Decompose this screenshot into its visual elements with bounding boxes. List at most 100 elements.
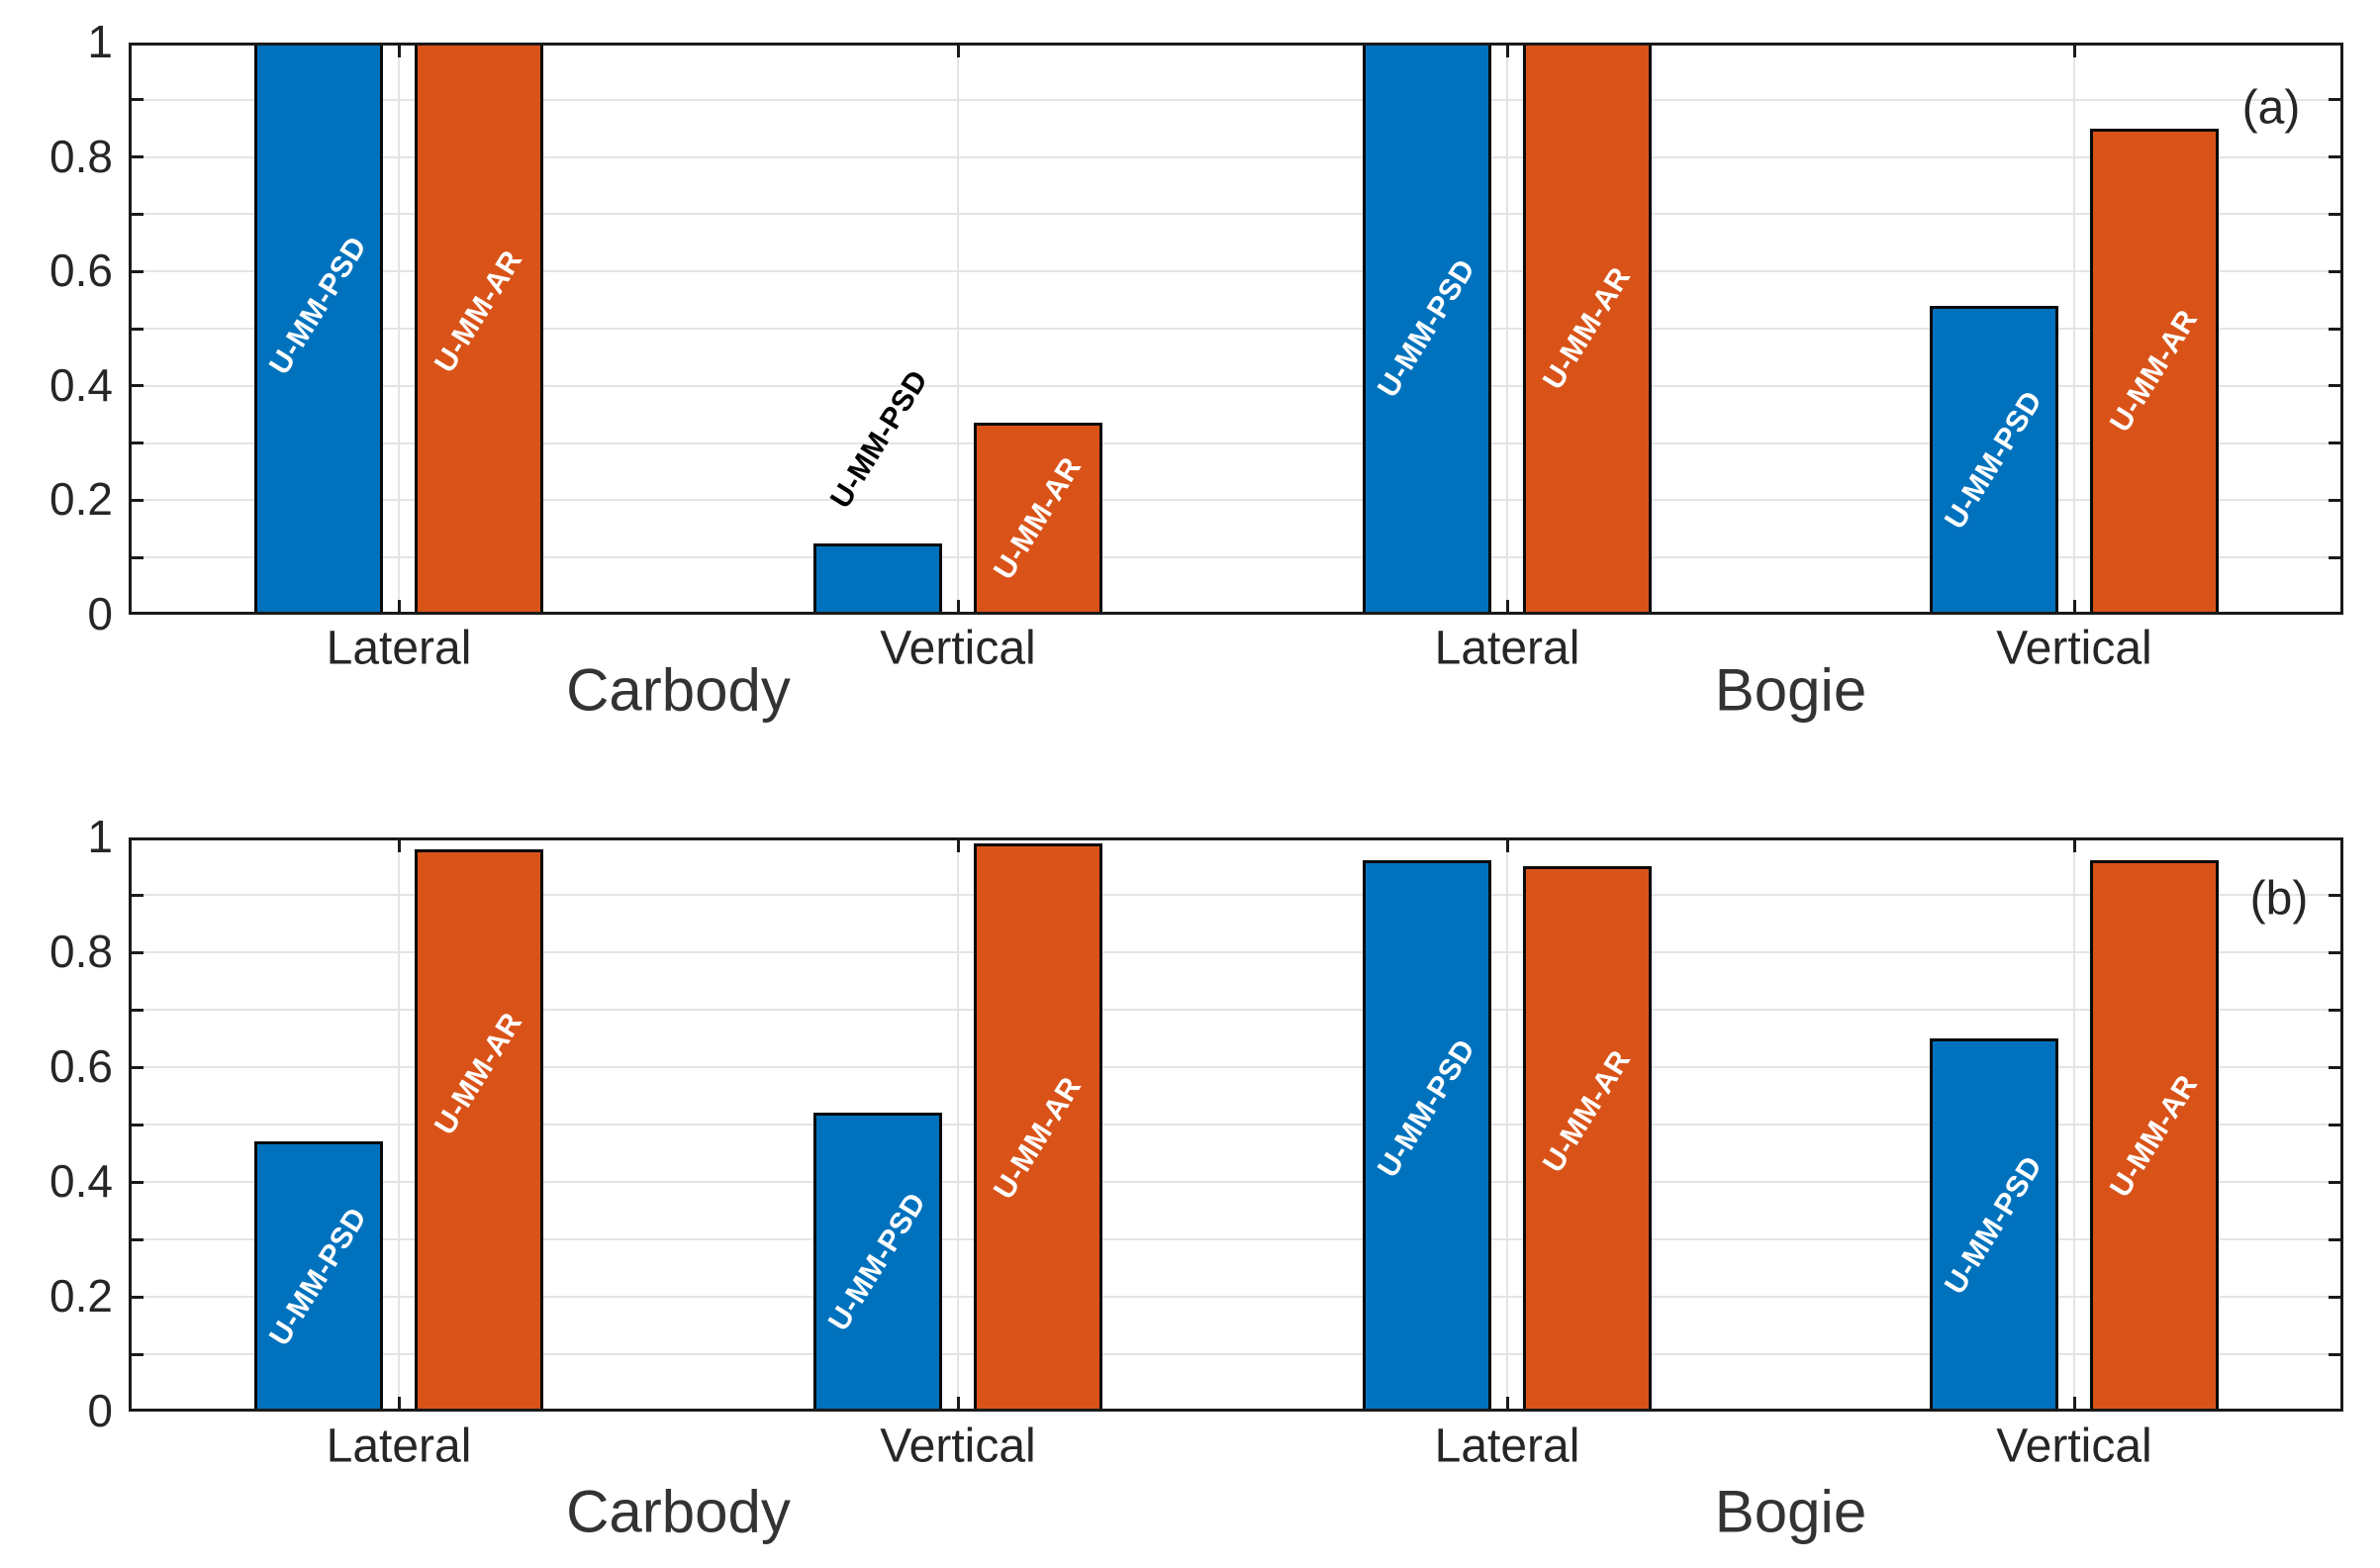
x-tick-bottom bbox=[2072, 600, 2076, 615]
bar-u-mm-ar bbox=[974, 842, 1102, 1412]
bar-u-mm-ar bbox=[1523, 43, 1652, 615]
section-label-bogie: Bogie bbox=[1714, 656, 1867, 724]
y-tick-left bbox=[129, 893, 143, 897]
y-tick-left bbox=[129, 950, 143, 954]
gridline-horizontal bbox=[129, 1181, 2343, 1183]
y-tick-right bbox=[2329, 555, 2343, 559]
category-label-vertical: Vertical bbox=[1996, 1420, 2152, 1473]
x-tick-top bbox=[1505, 43, 1509, 57]
x-tick-top bbox=[397, 43, 401, 57]
y-axis-tick-label: 0.2 bbox=[49, 1269, 113, 1322]
bar-u-mm-psd bbox=[1363, 860, 1491, 1412]
panel-tag-a: (a) bbox=[2241, 81, 2301, 135]
x-tick-top bbox=[397, 837, 401, 852]
y-axis-tick-label: 0.6 bbox=[49, 245, 113, 297]
gridline-horizontal bbox=[129, 1009, 2343, 1011]
gridline-vertical bbox=[1506, 837, 1508, 1412]
x-tick-bottom bbox=[1505, 1397, 1509, 1412]
gridline-horizontal bbox=[129, 894, 2343, 896]
y-axis-tick-label: 0 bbox=[87, 1384, 113, 1436]
panel-tag-b: (b) bbox=[2249, 872, 2309, 926]
gridline-horizontal bbox=[129, 441, 2343, 444]
gridline-vertical bbox=[957, 837, 959, 1412]
y-tick-left bbox=[129, 1123, 143, 1127]
y-tick-right bbox=[2329, 1123, 2343, 1127]
y-tick-right bbox=[2329, 1008, 2343, 1012]
category-label-vertical: Vertical bbox=[880, 1420, 1036, 1473]
gridline-vertical bbox=[1506, 43, 1508, 615]
y-tick-right bbox=[2329, 1237, 2343, 1241]
x-tick-bottom bbox=[397, 600, 401, 615]
category-label-lateral: Lateral bbox=[326, 622, 472, 675]
y-axis-tick-label: 0 bbox=[87, 587, 113, 639]
y-tick-right bbox=[2329, 1065, 2343, 1069]
gridline-horizontal bbox=[129, 1353, 2343, 1355]
y-axis-tick-label: 1 bbox=[87, 810, 113, 862]
y-axis-tick-label: 0.4 bbox=[49, 358, 113, 411]
y-tick-left bbox=[129, 327, 143, 331]
x-tick-bottom bbox=[2072, 1397, 2076, 1412]
y-tick-right bbox=[2329, 327, 2343, 331]
y-axis-tick-label: 0.6 bbox=[49, 1039, 113, 1092]
y-tick-left bbox=[129, 498, 143, 502]
x-tick-top bbox=[956, 837, 960, 852]
gridline-horizontal bbox=[129, 556, 2343, 559]
bar-u-mm-psd bbox=[813, 542, 942, 615]
category-label-lateral: Lateral bbox=[326, 1420, 472, 1473]
section-label-carbody: Carbody bbox=[566, 656, 791, 724]
y-tick-left bbox=[129, 1008, 143, 1012]
y-tick-right bbox=[2329, 212, 2343, 216]
y-tick-right bbox=[2329, 498, 2343, 502]
y-axis-tick-label: 1 bbox=[87, 15, 113, 67]
x-tick-top bbox=[2072, 43, 2076, 57]
gridline-horizontal bbox=[129, 1124, 2343, 1126]
y-tick-right bbox=[2329, 1180, 2343, 1184]
bar-u-mm-ar bbox=[1523, 866, 1652, 1412]
y-tick-right bbox=[2329, 1295, 2343, 1299]
bar-u-mm-ar bbox=[415, 848, 543, 1412]
section-label-carbody: Carbody bbox=[566, 1478, 791, 1545]
bar-u-mm-ar bbox=[974, 423, 1102, 615]
gridline-vertical bbox=[2073, 43, 2075, 615]
y-tick-right bbox=[2329, 1352, 2343, 1356]
y-tick-right bbox=[2329, 950, 2343, 954]
gridline-horizontal bbox=[129, 98, 2343, 101]
x-tick-top bbox=[2072, 837, 2076, 852]
x-tick-bottom bbox=[1505, 600, 1509, 615]
gridline-horizontal bbox=[129, 328, 2343, 330]
x-tick-bottom bbox=[397, 1397, 401, 1412]
y-tick-left bbox=[129, 1180, 143, 1184]
y-tick-left bbox=[129, 1237, 143, 1241]
category-label-vertical: Vertical bbox=[880, 622, 1036, 675]
x-tick-bottom bbox=[956, 1397, 960, 1412]
gridline-vertical bbox=[398, 43, 400, 615]
bar-u-mm-psd bbox=[254, 1141, 383, 1412]
category-label-vertical: Vertical bbox=[1996, 622, 2152, 675]
gridline-horizontal bbox=[129, 1066, 2343, 1068]
y-tick-right bbox=[2329, 155, 2343, 159]
y-tick-right bbox=[2329, 893, 2343, 897]
gridline-horizontal bbox=[129, 270, 2343, 273]
category-label-lateral: Lateral bbox=[1434, 622, 1580, 675]
y-axis-tick-label: 0.8 bbox=[49, 925, 113, 977]
gridline-horizontal bbox=[129, 213, 2343, 216]
gridline-horizontal bbox=[129, 951, 2343, 953]
y-tick-left bbox=[129, 212, 143, 216]
y-tick-right bbox=[2329, 441, 2343, 445]
y-tick-right bbox=[2329, 384, 2343, 388]
x-tick-bottom bbox=[956, 600, 960, 615]
y-tick-left bbox=[129, 269, 143, 273]
gridline-horizontal bbox=[129, 155, 2343, 158]
y-axis-tick-label: 0.2 bbox=[49, 473, 113, 526]
y-tick-left bbox=[129, 1295, 143, 1299]
gridline-horizontal bbox=[129, 1296, 2343, 1298]
gridline-horizontal bbox=[129, 499, 2343, 502]
x-tick-top bbox=[956, 43, 960, 57]
gridline-vertical bbox=[2073, 837, 2075, 1412]
bar-u-mm-psd bbox=[1930, 305, 2058, 615]
y-tick-left bbox=[129, 1352, 143, 1356]
y-tick-left bbox=[129, 441, 143, 445]
bar-u-mm-psd bbox=[813, 1113, 942, 1412]
x-tick-top bbox=[1505, 837, 1509, 852]
